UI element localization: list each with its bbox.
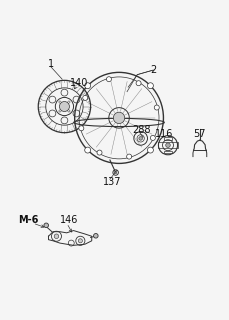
Circle shape bbox=[136, 81, 141, 86]
Circle shape bbox=[147, 83, 153, 89]
Circle shape bbox=[79, 126, 84, 131]
Circle shape bbox=[154, 105, 159, 110]
Circle shape bbox=[150, 135, 155, 140]
Text: 140: 140 bbox=[70, 78, 88, 88]
Circle shape bbox=[54, 234, 59, 238]
Bar bbox=[164, 151, 172, 153]
Text: 137: 137 bbox=[103, 177, 121, 187]
Circle shape bbox=[59, 101, 69, 111]
Text: 57: 57 bbox=[194, 129, 206, 139]
Circle shape bbox=[83, 95, 88, 100]
Text: 1: 1 bbox=[48, 60, 54, 69]
Circle shape bbox=[106, 77, 112, 82]
Circle shape bbox=[97, 150, 102, 155]
Bar bbox=[66, 108, 70, 112]
Circle shape bbox=[85, 83, 91, 89]
Circle shape bbox=[85, 147, 91, 153]
Circle shape bbox=[94, 234, 98, 238]
Circle shape bbox=[114, 172, 117, 174]
Circle shape bbox=[139, 137, 142, 140]
Text: M-6: M-6 bbox=[18, 215, 38, 225]
Circle shape bbox=[113, 112, 125, 124]
Bar bbox=[59, 108, 63, 112]
Text: 2: 2 bbox=[150, 65, 156, 75]
Bar bbox=[66, 101, 70, 105]
Bar bbox=[158, 142, 177, 148]
Circle shape bbox=[78, 239, 82, 243]
Text: 288: 288 bbox=[133, 125, 151, 135]
Circle shape bbox=[44, 223, 49, 228]
Bar bbox=[164, 137, 172, 140]
Text: 116: 116 bbox=[155, 129, 174, 139]
Circle shape bbox=[166, 143, 170, 148]
Circle shape bbox=[127, 154, 132, 159]
Circle shape bbox=[147, 147, 153, 153]
Bar bbox=[59, 101, 63, 105]
Text: 146: 146 bbox=[60, 215, 78, 225]
